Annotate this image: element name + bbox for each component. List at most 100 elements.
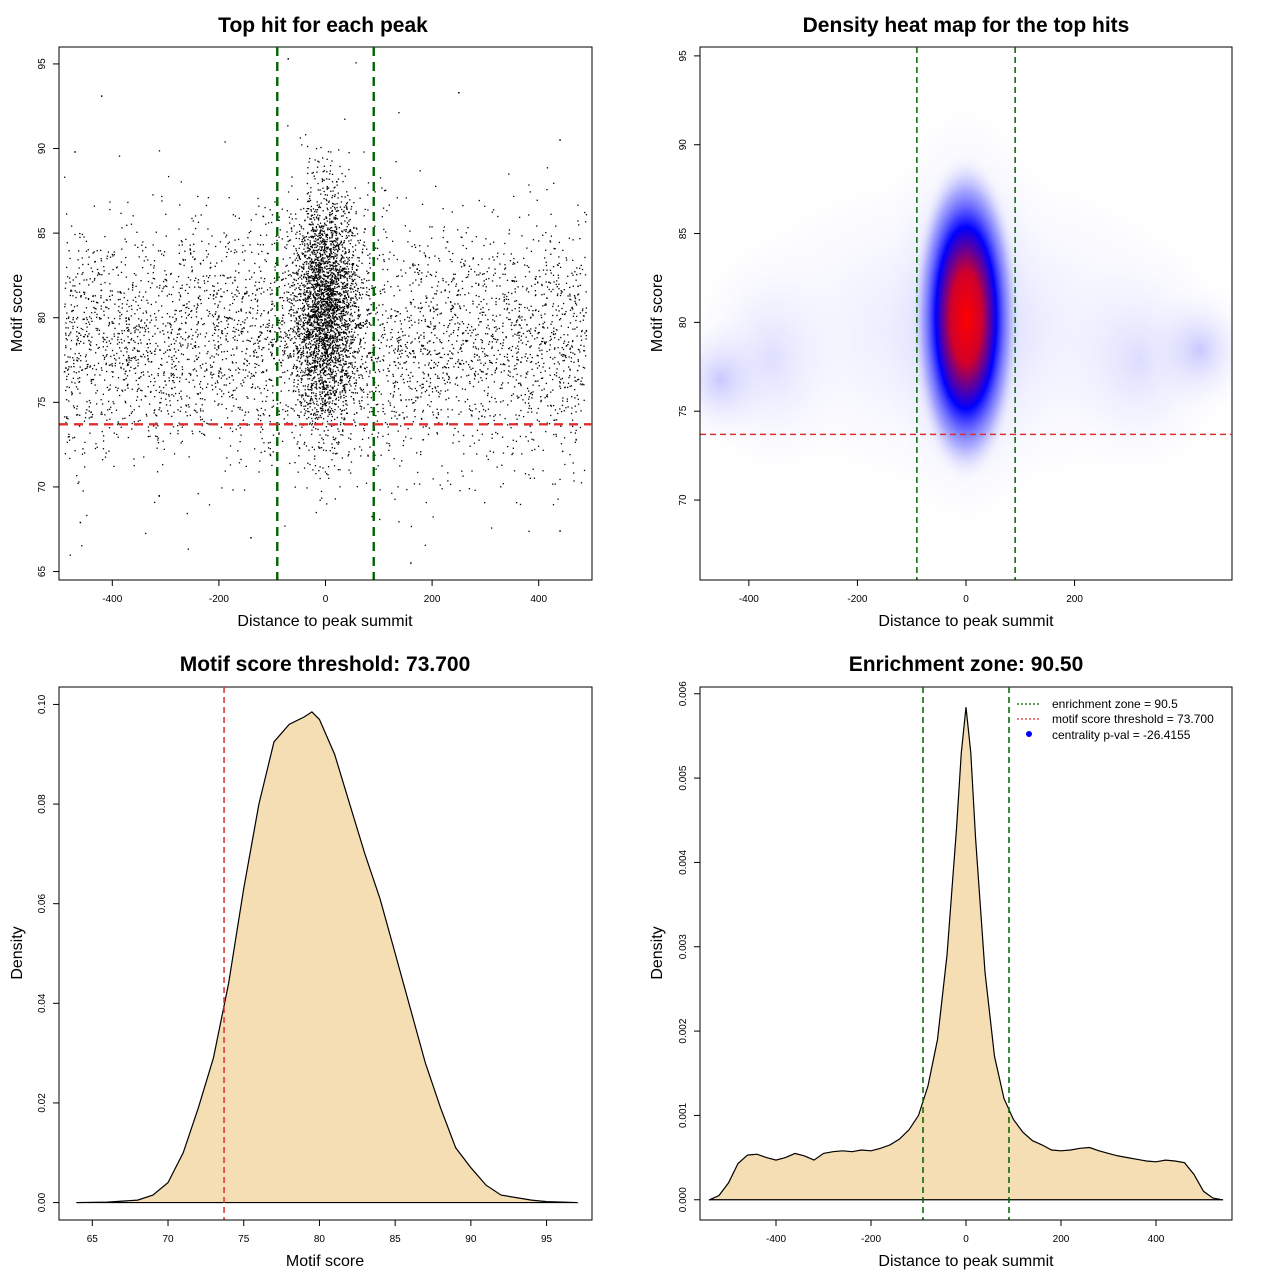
scatter-point bbox=[299, 230, 301, 232]
scatter-point bbox=[311, 433, 313, 435]
scatter-point bbox=[308, 297, 311, 299]
scatter-point bbox=[475, 282, 477, 284]
scatter-point bbox=[118, 347, 121, 349]
scatter-point bbox=[239, 406, 241, 409]
scatter-point bbox=[144, 356, 146, 358]
scatter-point bbox=[429, 385, 431, 388]
scatter-point bbox=[476, 453, 478, 455]
scatter-point bbox=[321, 241, 323, 243]
scatter-point bbox=[517, 351, 519, 353]
scatter-point bbox=[312, 354, 315, 356]
scatter-point bbox=[209, 357, 211, 359]
scatter-point bbox=[367, 352, 370, 355]
scatter-point bbox=[173, 411, 175, 413]
scatter-point bbox=[498, 298, 501, 300]
scatter-point bbox=[271, 308, 273, 310]
scatter-point bbox=[565, 345, 568, 347]
scatter-point bbox=[214, 329, 217, 331]
scatter-point bbox=[242, 331, 244, 333]
scatter-point bbox=[298, 299, 301, 301]
scatter-point bbox=[326, 158, 328, 160]
scatter-point bbox=[269, 209, 271, 211]
scatter-point bbox=[348, 453, 350, 456]
scatter-point bbox=[459, 348, 461, 350]
scatter-point bbox=[171, 380, 174, 382]
scatter-point bbox=[442, 207, 444, 210]
scatter-point bbox=[262, 413, 264, 415]
scatter-point bbox=[409, 301, 412, 303]
scatter-point bbox=[569, 348, 571, 351]
scatter-point bbox=[521, 235, 523, 237]
scatter-point bbox=[466, 340, 469, 342]
scatter-point bbox=[336, 442, 338, 444]
scatter-point bbox=[278, 432, 280, 434]
scatter-point bbox=[214, 400, 216, 402]
scatter-point bbox=[310, 315, 312, 318]
scatter-point bbox=[446, 422, 448, 424]
scatter-point bbox=[69, 457, 71, 460]
scatter-point bbox=[515, 379, 518, 381]
scatter-point bbox=[337, 298, 339, 300]
scatter-point bbox=[473, 378, 476, 380]
scatter-point bbox=[265, 223, 267, 225]
scatter-point bbox=[394, 361, 396, 363]
scatter-point bbox=[537, 361, 539, 364]
scatter-point bbox=[307, 280, 310, 283]
scatter-point bbox=[272, 451, 274, 453]
scatter-point bbox=[541, 389, 543, 391]
scatter-point bbox=[367, 416, 369, 419]
scatter-point bbox=[477, 317, 480, 320]
scatter-point bbox=[118, 357, 120, 359]
scatter-point bbox=[189, 244, 191, 246]
scatter-point bbox=[581, 330, 583, 333]
scatter-point bbox=[315, 472, 317, 475]
scatter-point bbox=[470, 268, 472, 270]
scatter-point bbox=[252, 317, 254, 319]
scatter-point bbox=[250, 373, 253, 375]
scatter-point bbox=[103, 338, 105, 340]
scatter-point bbox=[148, 360, 150, 363]
scatter-point bbox=[464, 260, 466, 262]
scatter-point bbox=[107, 251, 110, 253]
scatter-point bbox=[209, 313, 211, 315]
scatter-point bbox=[380, 335, 383, 337]
scatter-point bbox=[306, 278, 308, 281]
scatter-point bbox=[262, 428, 264, 431]
scatter-point bbox=[249, 312, 252, 314]
scatter-point bbox=[223, 350, 225, 353]
scatter-point bbox=[309, 243, 311, 245]
scatter-point bbox=[307, 244, 309, 246]
scatter-point bbox=[479, 369, 481, 371]
scatter-point bbox=[218, 403, 220, 405]
scatter-point bbox=[200, 410, 202, 412]
scatter-point bbox=[342, 429, 344, 431]
scatter-point bbox=[334, 320, 337, 322]
scatter-point bbox=[260, 313, 263, 315]
scatter-point bbox=[540, 314, 542, 316]
scatter-point bbox=[232, 379, 235, 381]
scatter-point bbox=[314, 321, 316, 323]
scatter-point bbox=[258, 205, 260, 207]
scatter-point bbox=[475, 347, 477, 350]
scatter-point bbox=[471, 470, 473, 472]
scatter-point bbox=[217, 382, 219, 384]
scatter-point bbox=[145, 312, 148, 314]
scatter-point bbox=[371, 433, 373, 435]
scatter-point bbox=[65, 282, 67, 284]
scatter-point bbox=[574, 328, 576, 330]
scatter-point bbox=[165, 325, 167, 327]
scatter-point bbox=[560, 325, 563, 327]
scatter-point bbox=[90, 317, 92, 320]
scatter-point bbox=[111, 363, 113, 365]
scatter-point bbox=[145, 350, 148, 352]
scatter-point bbox=[124, 238, 126, 240]
scatter-point bbox=[108, 273, 110, 275]
scatter-point bbox=[310, 205, 313, 208]
scatter-point bbox=[73, 362, 75, 365]
scatter-point bbox=[170, 343, 173, 345]
scatter-point bbox=[436, 375, 439, 377]
scatter-point bbox=[563, 437, 566, 439]
scatter-point bbox=[320, 319, 322, 321]
scatter-point bbox=[295, 272, 297, 274]
scatter-point bbox=[361, 293, 364, 296]
